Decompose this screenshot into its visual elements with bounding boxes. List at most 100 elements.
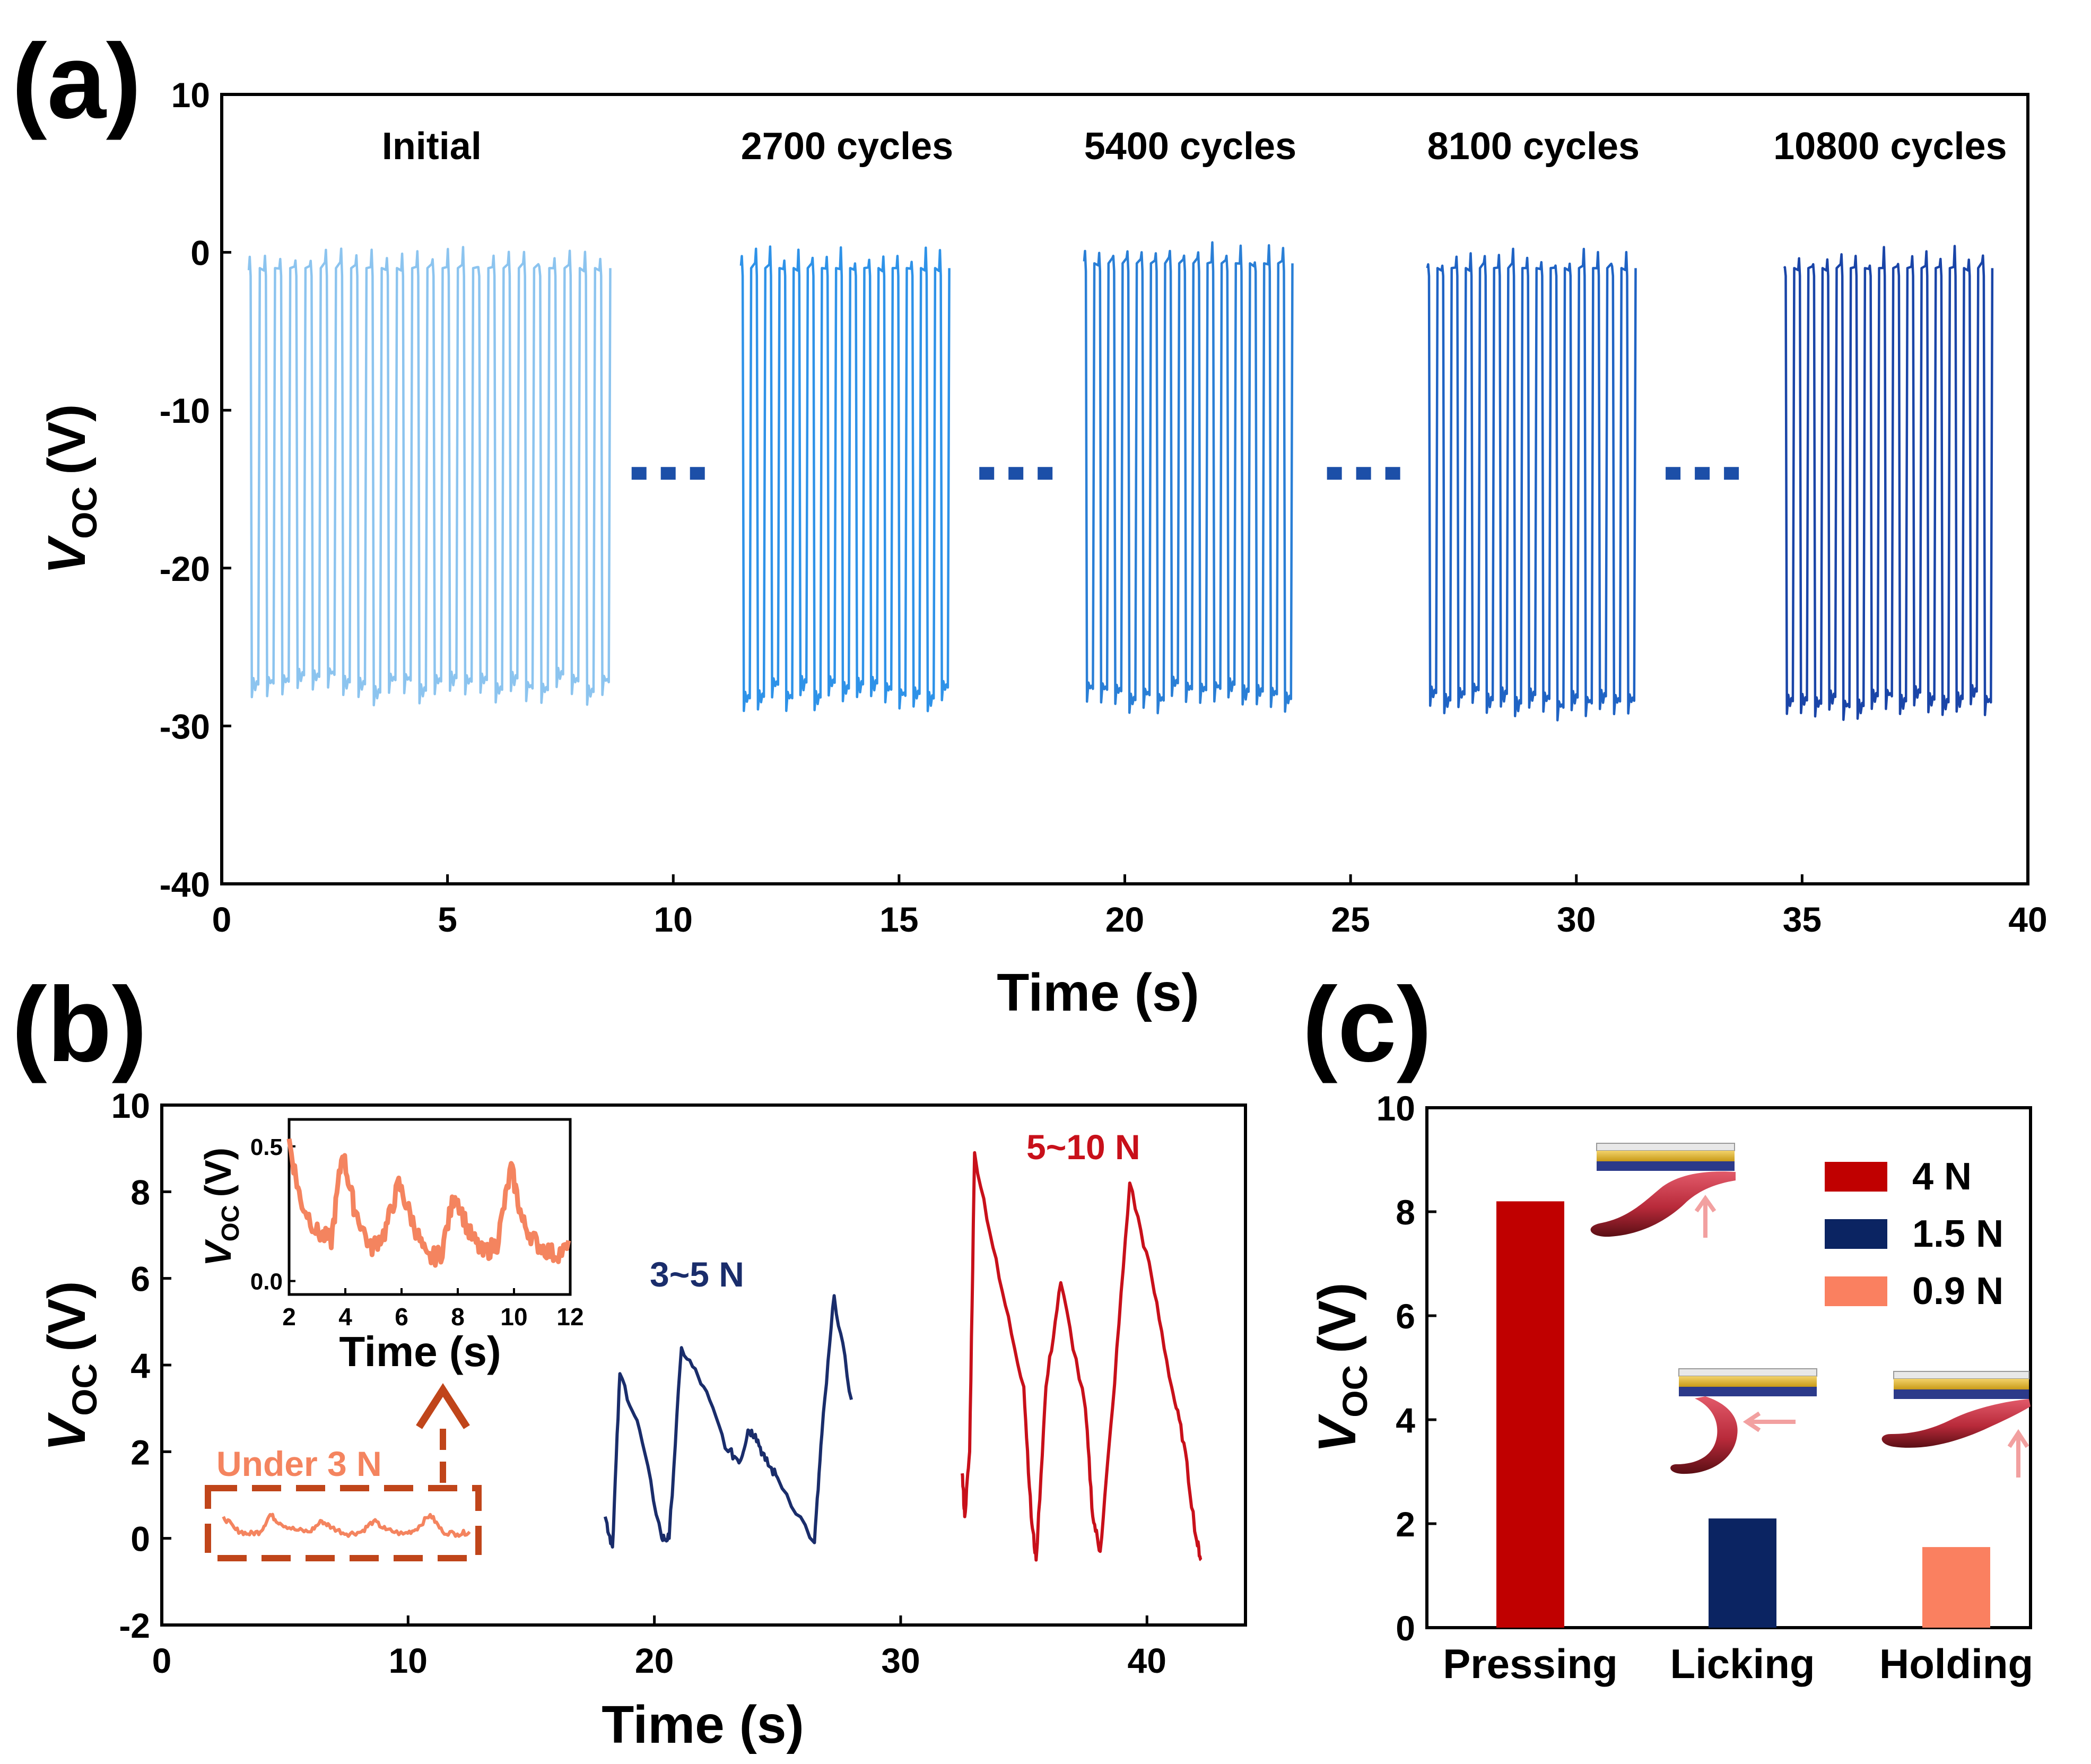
c-legend-swatch <box>1825 1276 1887 1306</box>
c-legend-label: 1.5 N <box>1912 1213 2003 1255</box>
b-x-tick-label: 10 <box>389 1641 428 1680</box>
b-x-tick-label: 30 <box>881 1641 920 1680</box>
mid-force-label: 3~5 N <box>650 1255 744 1294</box>
c-category-label: Licking <box>1670 1640 1815 1687</box>
b-y-tick-label: 8 <box>130 1172 150 1212</box>
b-y-tick-label: -2 <box>119 1606 150 1645</box>
a-x-tick-label: 40 <box>2008 900 2047 939</box>
a-series-line-2 <box>1083 241 1294 715</box>
high-force-label: 5~10 N <box>1026 1127 1140 1167</box>
panel-a-series-labels: Initial 2700 cycles 5400 cycles 8100 cycles… <box>382 125 2007 168</box>
a-x-tick-label: 30 <box>1557 900 1596 939</box>
inset-ylabel-main: V <box>197 1239 239 1266</box>
c-bar-pressing <box>1496 1201 1564 1628</box>
licking-illustration <box>1670 1368 1817 1474</box>
a-x-tick-label: 25 <box>1331 900 1370 939</box>
a-series-label-4: 10800 cycles <box>1773 125 2007 168</box>
inset-series <box>286 1138 571 1268</box>
b-x-tick-label: 0 <box>152 1641 172 1680</box>
under3-arrow-head <box>416 1383 470 1429</box>
holding-illustration <box>1881 1371 2031 1478</box>
b-y-tick-label: 10 <box>111 1086 150 1125</box>
a-series-line-4 <box>1783 245 1994 721</box>
svg-text:VOC(V): VOC (V) <box>197 1148 244 1266</box>
a-series-label-2: 5400 cycles <box>1084 125 1296 168</box>
c-legend-label: 4 N <box>1912 1155 1972 1198</box>
inset-y-tick-label: 0.0 <box>250 1269 283 1295</box>
panel-c-ylabel-sub: OC <box>1335 1365 1374 1418</box>
a-x-tick-label: 5 <box>438 900 457 939</box>
b-y-tick-label: 2 <box>130 1432 150 1472</box>
panel-a-continuation-dots <box>631 467 1739 480</box>
a-x-tick-label: 35 <box>1783 900 1822 939</box>
a-y-tick-label: 0 <box>190 233 210 273</box>
c-y-tick-label: 6 <box>1396 1297 1415 1336</box>
panel-c-label: (c) <box>1302 966 1432 1084</box>
panel-b-ylabel-main: V <box>37 1412 97 1452</box>
inset-y-tick-label: 0.5 <box>250 1134 283 1160</box>
a-dot <box>1695 467 1710 480</box>
c-y-tick-label: 4 <box>1396 1401 1415 1440</box>
panel-c-y-axis-label: VOC (V) <box>1308 1282 1374 1453</box>
a-dot <box>1008 467 1024 480</box>
a-dot <box>1327 467 1342 480</box>
b-y-tick-label: 4 <box>130 1346 150 1385</box>
panel-c-bars: Pressing Licking Holding <box>1443 1201 2033 1687</box>
svg-text:VOC(V): VOC (V) <box>1308 1282 1374 1453</box>
under3-label: Under 3 N <box>216 1444 382 1483</box>
c-legend-label: 0.9 N <box>1912 1270 2003 1313</box>
inset-x-tick-label: 8 <box>451 1303 465 1331</box>
c-category-label: Pressing <box>1443 1640 1617 1687</box>
c-category-label: Holding <box>1879 1640 2033 1687</box>
a-series-line-1 <box>739 245 951 712</box>
panel-a-frame <box>220 93 2029 885</box>
panel-c-legend: 4 N 1.5 N 0.9 N <box>1825 1155 2003 1313</box>
inset-frame <box>287 1118 572 1296</box>
a-dot <box>660 467 676 480</box>
panel-a-ylabel-sub: OC <box>65 486 104 539</box>
c-y-tick-label: 10 <box>1376 1089 1415 1128</box>
a-dot <box>1666 467 1681 480</box>
inset-x-tick-label: 6 <box>395 1303 408 1331</box>
a-x-tick-label: 0 <box>212 900 232 939</box>
panel-b-ylabel-sub: OC <box>65 1363 104 1416</box>
under3-dashed-box <box>205 1485 482 1561</box>
a-dot <box>1385 467 1400 480</box>
panel-a-y-ticks: 10 0 -10 -20 -30 -40 <box>160 75 231 904</box>
c-legend-swatch <box>1825 1219 1887 1249</box>
panel-c-y-ticks: 10 8 6 4 2 0 <box>1376 1089 1436 1648</box>
b-y-tick-label: 6 <box>130 1259 150 1299</box>
b-x-tick-label: 20 <box>635 1641 674 1680</box>
svg-text:VOC(V): VOC (V) <box>37 1281 104 1451</box>
a-x-tick-label: 10 <box>654 900 693 939</box>
inset-ylabel-unit: (V) <box>197 1148 239 1197</box>
inset-x-tick-label: 12 <box>556 1303 583 1331</box>
b-series-line-1 <box>603 1294 853 1549</box>
inset-y-axis-label: VOC (V) <box>197 1148 244 1266</box>
pressing-illustration <box>1590 1143 1736 1238</box>
panel-a-y-axis-label: VOC (V) <box>37 404 104 574</box>
panel-a-ylabel-main: V <box>37 535 97 575</box>
a-dot <box>631 467 647 480</box>
svg-text:VOC(V): VOC (V) <box>37 404 104 574</box>
a-dot <box>1724 467 1739 480</box>
a-series-label-1: 2700 cycles <box>741 125 953 168</box>
inset-ticks: 2 4 6 8 10 12 0.5 0.0 <box>250 1134 584 1331</box>
c-legend-swatch <box>1825 1162 1887 1192</box>
b-x-tick-label: 40 <box>1128 1641 1166 1680</box>
panel-b-label: (b) <box>12 966 147 1084</box>
b-y-tick-label: 0 <box>130 1519 150 1559</box>
a-dot <box>1038 467 1053 480</box>
panel-b-y-ticks: 10 8 6 4 2 0 -2 <box>111 1086 171 1645</box>
a-y-tick-label: -40 <box>160 865 210 904</box>
panel-c: (c) 10 8 6 4 2 0 Pressing Licking Holding 4 N 1.… <box>1302 966 2033 1687</box>
a-series-label-0: Initial <box>382 125 482 168</box>
c-y-tick-label: 0 <box>1396 1609 1415 1648</box>
a-dot <box>979 467 995 480</box>
panel-c-ylabel-main: V <box>1308 1414 1367 1453</box>
a-y-tick-label: -10 <box>160 391 210 430</box>
a-y-tick-label: -30 <box>160 707 210 746</box>
a-dot <box>690 467 705 480</box>
panel-b-series <box>222 1151 1203 1562</box>
